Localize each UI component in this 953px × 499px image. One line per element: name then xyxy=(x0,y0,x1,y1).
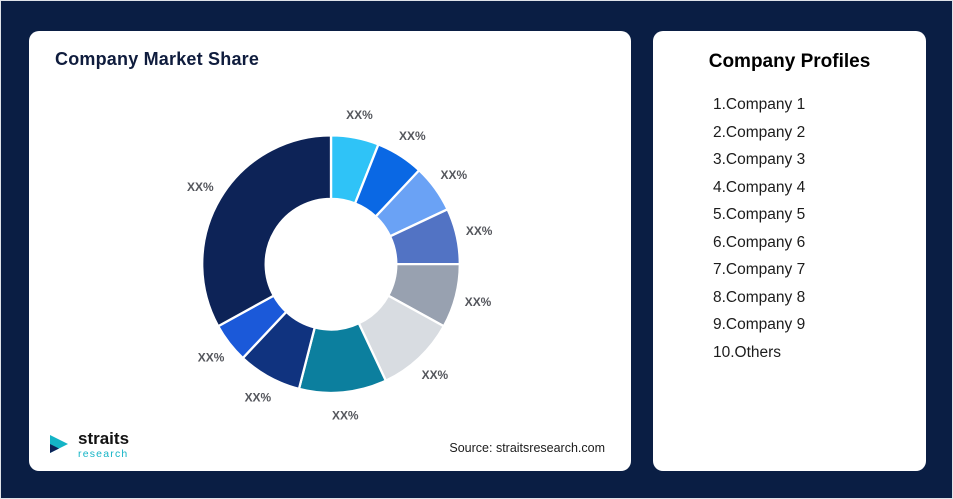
slice-value-label: XX% xyxy=(399,129,426,143)
company-list-item: 3.Company 3 xyxy=(713,151,806,168)
donut-chart-area: XX% XX% XX% XX% XX% XX% XX% XX% XX% XX% xyxy=(55,72,607,460)
company-list-item: 7.Company 7 xyxy=(713,261,806,278)
straits-research-logo: straits research xyxy=(49,430,129,460)
slice-value-label: XX% xyxy=(422,368,449,382)
slice-value-label: XX% xyxy=(465,295,492,309)
company-list-item: 1.Company 1 xyxy=(713,96,806,113)
slice-value-label: XX% xyxy=(245,390,272,404)
slice-value-label: XX% xyxy=(441,168,468,182)
profiles-title: Company Profiles xyxy=(708,51,871,72)
logo-arrow-icon xyxy=(50,435,68,454)
slice-value-label: XX% xyxy=(466,224,493,238)
logo-name: straits xyxy=(78,428,130,448)
company-profiles-card: Company Profiles 1.Company 1 2.Company 2 3… xyxy=(653,31,926,471)
chart-title: Company Market Share xyxy=(55,49,260,69)
slice-value-label: XX% xyxy=(346,108,373,122)
donut-chart-svg: XX% XX% XX% XX% XX% XX% XX% XX% XX% XX% xyxy=(187,108,493,422)
logo-text: straits research xyxy=(78,430,129,460)
logo-subtitle: research xyxy=(78,447,129,460)
company-list-item: 8.Company 8 xyxy=(713,288,806,306)
company-list-item: 6.Company 6 xyxy=(713,233,806,251)
slice-value-label: XX% xyxy=(198,350,225,364)
slice-value-label: XX% xyxy=(332,408,359,422)
slice-value-label: XX% xyxy=(187,180,214,194)
company-profiles-list: 1.Company 1 2.Company 2 3.Company 3 4.Compa… xyxy=(671,91,908,366)
market-share-card: Company Market Share XX% XX% XX% XX% XX% XX% X… xyxy=(29,31,631,471)
company-list-item: 5.Company 5 xyxy=(713,206,806,223)
company-list-item: 9.Company 9 xyxy=(713,316,806,333)
donut-slice-others xyxy=(201,134,333,328)
company-list-item: 10.Others xyxy=(713,343,782,361)
company-list-item: 2.Company 2 xyxy=(713,123,806,141)
source-attribution: Source: straitsresearch.com xyxy=(449,441,605,455)
company-list-item: 4.Company 4 xyxy=(713,178,806,196)
